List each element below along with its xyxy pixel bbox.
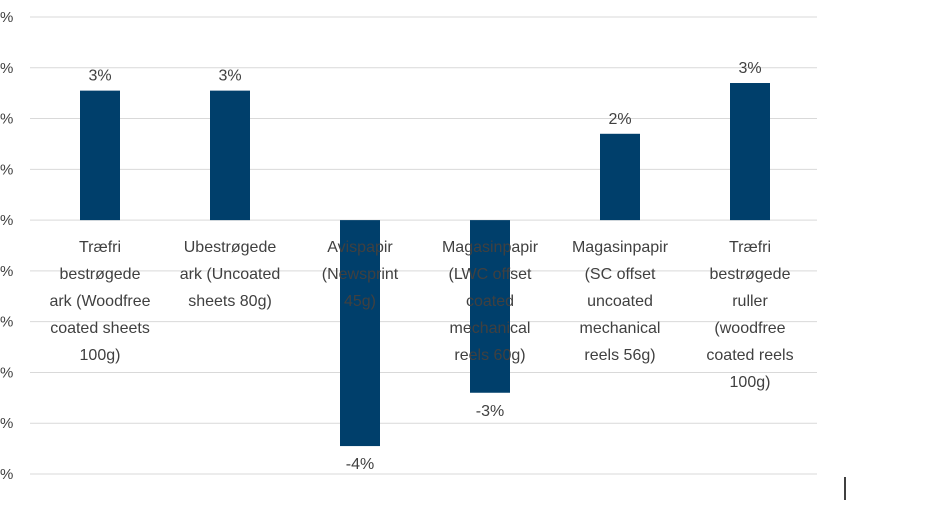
bars — [80, 83, 770, 447]
y-tick-label: % — [0, 9, 13, 26]
category-label: Ubestrøgede ark (Uncoated sheets 80g) — [180, 239, 281, 310]
category-label-line: Magasinpapir — [572, 239, 669, 256]
bar — [210, 90, 250, 221]
category-label-line: uncoated — [587, 293, 653, 310]
data-label: 3% — [738, 60, 761, 77]
category-label-line: ark (Woodfree — [49, 293, 150, 310]
category-label-line: coated sheets — [50, 320, 150, 337]
category-label-line: reels 60g) — [454, 347, 525, 364]
bar — [80, 90, 120, 221]
y-tick-label: % — [0, 161, 13, 178]
category-label-line: (LWC offset — [449, 266, 533, 283]
y-tick-label: % — [0, 415, 13, 432]
category-label-line: 100g) — [80, 347, 121, 364]
category-label: Magasinpapir (LWC offset coated mechanical r… — [442, 239, 539, 364]
y-tick-label: % — [0, 60, 13, 77]
category-label: Avispapir (Newsprint 45g) — [322, 239, 399, 310]
category-label-line: Avispapir — [327, 239, 393, 256]
data-label: 3% — [88, 68, 111, 85]
category-label-line: coated — [466, 293, 514, 310]
category-label-line: mechanical — [450, 320, 531, 337]
category-label-line: 45g) — [344, 293, 376, 310]
bar — [600, 133, 640, 221]
category-label-line: (woodfree — [714, 320, 785, 337]
category-label-line: Træfri — [729, 239, 771, 256]
category-label-line: (SC offset — [585, 266, 656, 283]
data-label: -3% — [476, 403, 504, 420]
category-label-line: bestrøgede — [710, 266, 791, 283]
data-label: -4% — [346, 456, 374, 473]
category-label-line: bestrøgede — [60, 266, 141, 283]
y-tick-label: % — [0, 111, 13, 128]
data-labels: 3% 3% -4% -3% 2% 3% — [88, 60, 761, 473]
category-labels: Træfri bestrøgede ark (Woodfree coated shee… — [49, 239, 793, 391]
y-tick-label: % — [0, 364, 13, 381]
y-tick-label: % — [0, 263, 13, 280]
y-axis-tick-labels: %%%%%%%%%% — [0, 9, 13, 483]
y-tick-label: % — [0, 314, 13, 331]
category-label-line: sheets 80g) — [188, 293, 272, 310]
category-label: Træfri bestrøgede ark (Woodfree coated shee… — [49, 239, 150, 364]
category-label-line: Magasinpapir — [442, 239, 539, 256]
bar — [470, 220, 510, 393]
y-tick-label: % — [0, 212, 13, 229]
bar — [730, 83, 770, 221]
category-label-line: reels 56g) — [584, 347, 655, 364]
category-label-line: coated reels — [706, 347, 793, 364]
category-label-line: Træfri — [79, 239, 121, 256]
gridlines — [30, 16, 817, 475]
y-tick-label: % — [0, 466, 13, 483]
category-label: Træfri bestrøgede ruller (woodfree coated re… — [706, 239, 793, 391]
category-label-line: (Newsprint — [322, 266, 399, 283]
category-label-line: ruller — [732, 293, 768, 310]
category-label: Magasinpapir (SC offset uncoated mechanical… — [572, 239, 669, 364]
bar — [340, 220, 380, 447]
data-label: 3% — [218, 68, 241, 85]
category-label-line: Ubestrøgede — [184, 239, 277, 256]
category-label-line: ark (Uncoated — [180, 266, 281, 283]
data-label: 2% — [608, 111, 631, 128]
category-label-line: mechanical — [580, 320, 661, 337]
category-label-line: 100g) — [730, 374, 771, 391]
